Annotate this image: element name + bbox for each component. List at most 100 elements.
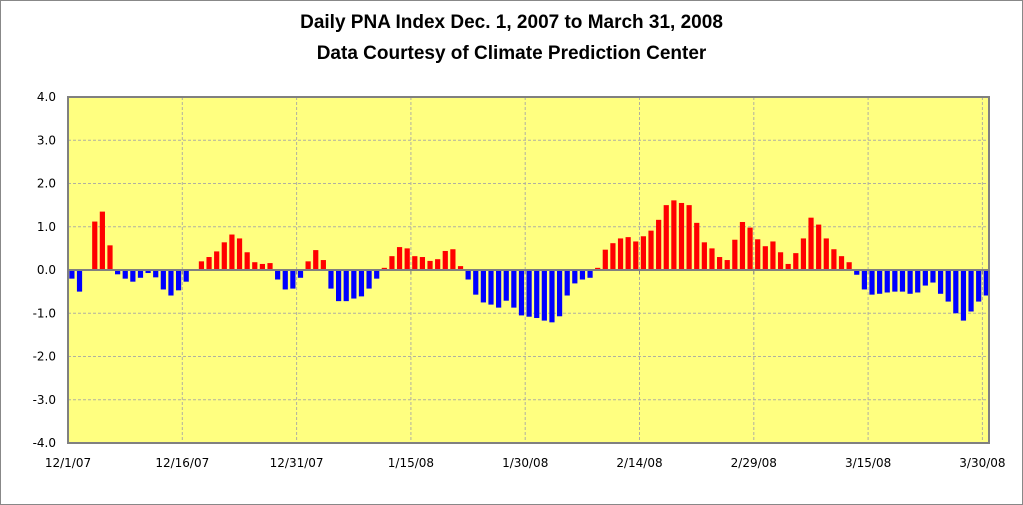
bar	[678, 202, 685, 270]
bar	[671, 200, 677, 270]
bar	[755, 239, 761, 270]
bar	[343, 270, 349, 302]
bar	[435, 259, 441, 270]
bar	[336, 270, 342, 302]
bar	[770, 241, 776, 270]
bar	[168, 270, 174, 296]
bar	[724, 260, 730, 270]
bar	[930, 270, 936, 283]
chart-title: Daily PNA Index Dec. 1, 2007 to March 31…	[300, 12, 723, 33]
y-tick-label: -3.0	[33, 393, 56, 407]
y-tick-label: 3.0	[37, 133, 56, 147]
bar	[572, 270, 578, 284]
bar	[122, 270, 128, 279]
x-tick-label: 2/29/08	[731, 456, 777, 470]
bar	[503, 270, 509, 301]
bar	[831, 249, 837, 270]
bar	[297, 270, 304, 278]
bar	[107, 245, 113, 270]
bar	[412, 256, 418, 270]
bar	[968, 270, 974, 312]
bar	[945, 270, 951, 302]
bar	[69, 270, 75, 279]
bar	[480, 270, 486, 303]
bar	[937, 270, 944, 294]
bar	[381, 267, 387, 270]
x-tick-label: 12/16/07	[155, 456, 209, 470]
bar	[99, 211, 105, 270]
bar	[991, 270, 996, 299]
bar	[983, 270, 989, 296]
bar	[816, 224, 822, 270]
bar	[389, 256, 395, 270]
bar	[366, 270, 372, 289]
bar	[854, 270, 860, 275]
bar	[617, 238, 624, 270]
bar	[549, 270, 555, 323]
bar	[457, 266, 464, 270]
bar	[404, 248, 410, 270]
bar	[374, 270, 380, 279]
bar	[610, 243, 616, 270]
bar	[762, 246, 768, 270]
bar	[198, 261, 205, 270]
bar	[732, 239, 738, 270]
bar	[648, 230, 654, 270]
y-tick-label: 0.0	[37, 263, 56, 277]
bar	[556, 270, 563, 317]
bar	[282, 270, 288, 290]
bar	[625, 237, 631, 270]
bar	[229, 234, 235, 270]
bar	[709, 248, 715, 270]
bar	[419, 257, 426, 270]
bar	[922, 270, 928, 286]
bar	[534, 270, 540, 319]
bar	[800, 238, 807, 270]
bar	[130, 270, 136, 282]
bar	[701, 242, 707, 270]
bar	[602, 249, 608, 270]
bar	[320, 260, 326, 270]
bar	[892, 270, 898, 292]
bar	[823, 238, 829, 270]
bar	[915, 270, 921, 293]
bar	[496, 270, 502, 308]
bar	[869, 270, 875, 295]
bar	[587, 270, 593, 278]
bar	[328, 270, 334, 289]
bar	[76, 270, 83, 292]
bar	[267, 263, 273, 270]
bar	[488, 270, 494, 305]
bar	[976, 270, 982, 302]
bar	[595, 267, 601, 270]
bar	[183, 270, 189, 282]
bar	[290, 270, 296, 289]
x-tick-label: 2/14/08	[616, 456, 662, 470]
bar	[656, 219, 662, 270]
bar	[137, 270, 144, 278]
bar	[960, 270, 967, 321]
bar	[861, 270, 867, 290]
x-tick-label: 1/15/08	[388, 456, 434, 470]
y-tick-label: -4.0	[33, 436, 56, 450]
y-tick-label: 4.0	[37, 90, 56, 104]
bar	[838, 256, 845, 270]
bar	[115, 270, 121, 275]
bar	[785, 263, 791, 270]
bar	[214, 251, 220, 270]
bar	[396, 247, 403, 270]
bar	[473, 270, 479, 295]
x-tick-label: 3/30/08	[959, 456, 1005, 470]
bar	[541, 270, 547, 321]
bar	[526, 270, 532, 317]
bar	[221, 242, 227, 270]
x-tick-label: 1/30/08	[502, 456, 548, 470]
bar	[442, 250, 448, 270]
bar	[640, 236, 646, 270]
bar	[275, 270, 281, 280]
bar	[92, 221, 98, 270]
bar	[511, 270, 517, 308]
bar	[160, 270, 166, 290]
bar	[305, 261, 311, 270]
plot-border	[67, 96, 990, 444]
